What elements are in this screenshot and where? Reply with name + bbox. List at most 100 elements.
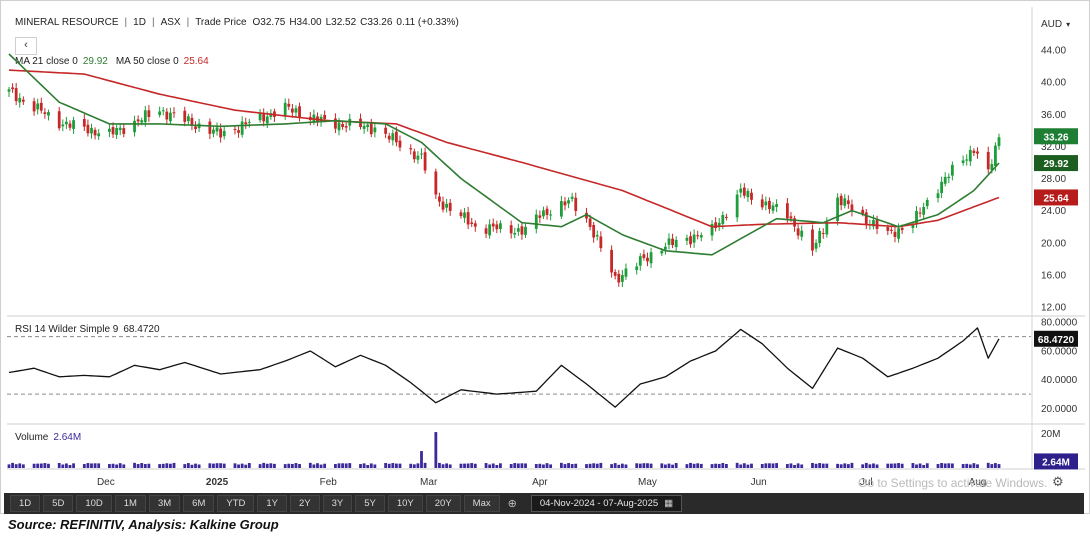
volume-bar — [183, 464, 187, 468]
candle-body — [516, 228, 520, 232]
price-tick-label: 24.00 — [1041, 206, 1066, 217]
candle-body — [814, 242, 818, 249]
candle-body — [775, 204, 779, 207]
volume-bar — [947, 463, 951, 468]
chart-canvas[interactable]: MINERAL RESOURCE | 1D | ASX | Trade Price O32.7… — [1, 1, 1090, 494]
candle-body — [186, 116, 190, 122]
candle-body — [470, 222, 474, 224]
candle-body — [818, 230, 822, 244]
volume-bar — [825, 463, 829, 468]
range-button-10d[interactable]: 10D — [76, 495, 112, 512]
candle-body — [438, 196, 441, 202]
range-button-1m[interactable]: 1M — [114, 495, 146, 512]
candle-body — [90, 127, 93, 134]
range-button-5d[interactable]: 5D — [43, 495, 74, 512]
rsi-axis-ticks: 80.0000 60.0000 40.0000 20.0000 — [1041, 318, 1078, 415]
candle-body — [283, 102, 287, 116]
time-axis-label: 2025 — [206, 477, 229, 488]
price-badge-bg — [1034, 128, 1078, 145]
candle-body — [387, 135, 391, 140]
range-button-2y[interactable]: 2Y — [289, 495, 320, 512]
volume-bar — [595, 463, 599, 468]
volume-bar — [244, 464, 248, 468]
volume-bar — [940, 463, 944, 468]
candle-body — [158, 111, 162, 116]
volume-bar — [850, 462, 854, 468]
volume-bar — [111, 463, 115, 468]
volume-bar — [624, 464, 628, 468]
range-button-10y[interactable]: 10Y — [387, 495, 423, 512]
candle-body — [911, 224, 915, 229]
range-button-1d[interactable]: 1D — [10, 495, 41, 512]
volume-bar — [319, 464, 323, 468]
candle-body — [247, 121, 251, 123]
volume-bar — [922, 464, 926, 468]
volume-bar — [194, 463, 197, 468]
candle-body — [925, 200, 929, 207]
range-button-5y[interactable]: 5Y — [355, 495, 385, 512]
range-button-6m[interactable]: 6M — [183, 495, 215, 512]
volume-bar — [283, 464, 287, 468]
date-range-picker[interactable]: 04-Nov-2024 - 07-Aug-2025 ▦ — [530, 495, 683, 512]
volume-bar — [897, 463, 900, 468]
candle-body — [789, 216, 793, 219]
volume-bar — [438, 462, 441, 468]
time-settings-icon[interactable]: ⊕ — [507, 498, 517, 510]
volume-bar — [416, 463, 420, 468]
time-axis-label: Feb — [320, 477, 338, 488]
range-button-3y[interactable]: 3Y — [322, 495, 353, 512]
header-line: MINERAL RESOURCE | 1D | ASX | Trade Price O32.7… — [15, 17, 459, 28]
volume-bar — [222, 463, 226, 468]
volume-bar — [72, 463, 75, 468]
volume-bar — [161, 463, 165, 468]
candle-body — [341, 123, 344, 127]
ma-legend: MA 21 close 0 29.92 MA 50 close 0 25.64 — [15, 56, 209, 67]
range-button-ytd[interactable]: YTD — [217, 495, 255, 512]
volume-bar — [273, 463, 276, 468]
currency-dropdown[interactable]: AUD ▾ — [1041, 19, 1070, 30]
candle-body — [36, 103, 40, 110]
range-button-20y[interactable]: 20Y — [425, 495, 461, 512]
candle-body — [968, 149, 972, 162]
range-toolbar: 1D 5D 10D 1M 3M 6M YTD 1Y 2Y 3Y 5Y 10Y 20Y Max ⊕ 04-N… — [4, 493, 1084, 514]
volume-bar — [90, 463, 93, 468]
gear-icon[interactable]: ⚙ — [1052, 474, 1064, 489]
candle-body — [147, 110, 151, 117]
volume-bar — [968, 464, 972, 468]
candle-body — [739, 188, 743, 193]
volume-bar — [567, 463, 570, 468]
candle-body — [111, 127, 115, 135]
candle-body — [262, 113, 266, 122]
volume-bar — [344, 463, 348, 468]
candle-body — [68, 123, 72, 128]
candle-body — [886, 227, 890, 231]
candle-body — [563, 201, 567, 206]
volume-bar — [789, 463, 793, 468]
ma21-badge-bg — [1034, 155, 1078, 172]
candle-body — [936, 193, 940, 199]
volume-bar — [875, 464, 879, 468]
candle-body — [649, 252, 653, 264]
candle-body — [298, 106, 301, 118]
candle-body — [961, 160, 965, 164]
volume-bar — [771, 463, 775, 468]
volume-bar — [470, 463, 474, 468]
volume-bar — [212, 463, 215, 468]
volume-bar — [147, 463, 151, 468]
candle-body — [11, 87, 14, 90]
candle-body — [161, 110, 165, 112]
candle-body — [391, 133, 395, 141]
back-button[interactable]: ‹ — [15, 37, 37, 55]
volume-bar — [68, 464, 72, 468]
volume-bar — [97, 463, 101, 468]
price-axis-ticks: 44.00 40.00 36.00 32.00 28.00 24.00 20.00 16.00… — [1041, 46, 1066, 314]
volume-bar — [287, 463, 291, 468]
range-button-max[interactable]: Max — [463, 495, 500, 512]
range-button-1y[interactable]: 1Y — [257, 495, 287, 512]
volume-bar — [237, 464, 240, 468]
volume-bar — [524, 463, 527, 468]
volume-bar — [559, 462, 563, 468]
range-button-3m[interactable]: 3M — [148, 495, 181, 512]
volume-bar — [685, 464, 689, 468]
volume-bar — [538, 463, 542, 468]
